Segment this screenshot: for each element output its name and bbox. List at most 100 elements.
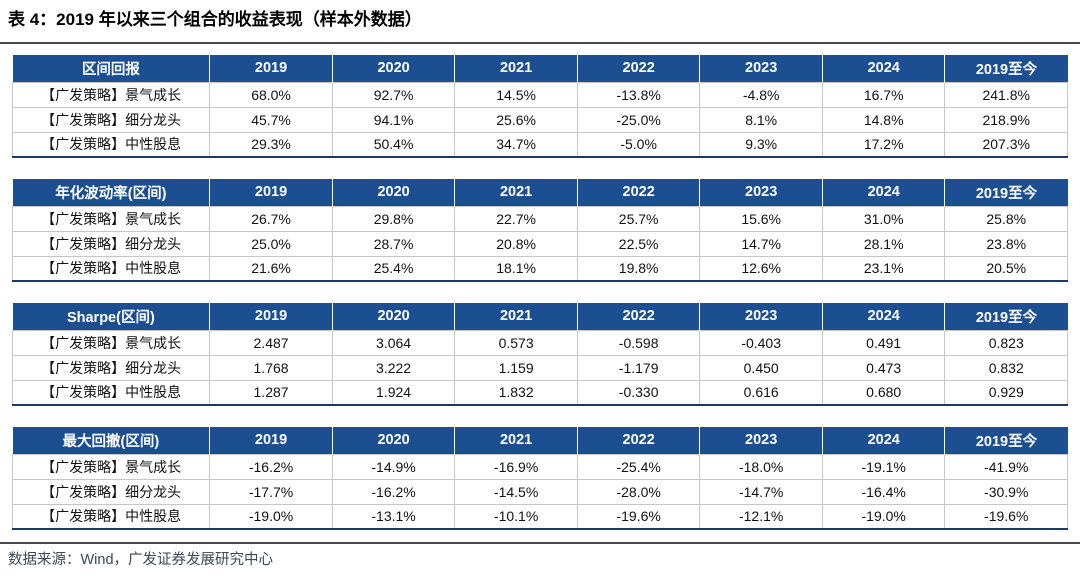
value-cell: 0.573 (454, 329, 578, 356)
year-header-cell: 2019至今 (944, 179, 1068, 206)
value-cell: 14.5% (454, 81, 578, 108)
year-header-cell: 2019至今 (944, 427, 1068, 454)
value-cell: 45.7% (209, 106, 333, 133)
row-label-cell: 【广发策略】景气成长 (11, 329, 211, 356)
value-cell: -25.0% (576, 106, 701, 133)
value-cell: -19.0% (209, 503, 333, 530)
year-header-cell: 2022 (577, 427, 701, 454)
value-cell: 2.487 (209, 329, 333, 356)
value-cell: -16.2% (331, 478, 456, 505)
year-header-cell: 2021 (454, 427, 578, 454)
value-cell: 68.0% (209, 81, 333, 108)
value-cell: 23.8% (944, 230, 1068, 257)
value-cell: 17.2% (821, 131, 946, 158)
row-label-cell: 【广发策略】景气成长 (11, 205, 211, 232)
year-header-cell: 2021 (454, 179, 578, 206)
value-cell: -18.0% (699, 453, 823, 480)
value-cell: 29.8% (331, 205, 456, 232)
year-header-cell: 2023 (699, 55, 823, 82)
value-cell: -19.1% (821, 453, 946, 480)
value-cell: -12.1% (699, 503, 823, 530)
value-cell: 34.7% (454, 131, 578, 158)
value-cell: -14.7% (699, 478, 823, 505)
year-header-cell: 2019 (209, 427, 333, 454)
table-row: 【广发策略】细分龙头 -17.7% -16.2% -14.5% -28.0% -14.7%… (11, 478, 1068, 505)
value-cell: 0.473 (821, 354, 946, 381)
row-label-cell: 【广发策略】细分龙头 (11, 230, 211, 257)
row-label-cell: 【广发策略】景气成长 (11, 81, 211, 108)
value-cell: -0.330 (576, 379, 701, 406)
table-row: 【广发策略】中性股息 29.3% 50.4% 34.7% -5.0% 9.3% 17.2% 2… (11, 131, 1068, 158)
value-cell: 21.6% (209, 255, 333, 282)
source-divider (0, 542, 1080, 544)
data-source-text: 数据来源：Wind，广发证券发展研究中心 (8, 552, 274, 568)
value-cell: 3.222 (331, 354, 456, 381)
value-cell: 3.064 (331, 329, 456, 356)
value-cell: 14.8% (821, 106, 946, 133)
value-cell: 1.832 (454, 379, 578, 406)
year-header-cell: 2023 (699, 303, 823, 330)
value-cell: -14.9% (331, 453, 456, 480)
table-header-row: 最大回撤(区间) 2019 2020 2021 2022 2023 2024 2019至今 (12, 427, 1068, 454)
table-row: 【广发策略】细分龙头 25.0% 28.7% 20.8% 22.5% 14.7% 28.1%… (11, 230, 1068, 257)
value-cell: 22.7% (454, 205, 578, 232)
row-label-cell: 【广发策略】中性股息 (11, 379, 211, 406)
value-cell: -1.179 (576, 354, 701, 381)
table-row: 【广发策略】景气成长 26.7% 29.8% 22.7% 25.7% 15.6% 31.0%… (11, 205, 1068, 232)
metric-table: 年化波动率(区间) 2019 2020 2021 2022 2023 2024 2019至今【… (11, 179, 1068, 282)
value-cell: 23.1% (821, 255, 946, 282)
value-cell: -4.8% (699, 81, 823, 108)
value-cell: 0.832 (944, 354, 1068, 381)
value-cell: -10.1% (454, 503, 578, 530)
row-label-cell: 【广发策略】景气成长 (11, 453, 211, 480)
year-header-cell: 2019 (209, 179, 333, 206)
value-cell: 8.1% (699, 106, 823, 133)
value-cell: -28.0% (576, 478, 701, 505)
table-row: 【广发策略】中性股息 1.287 1.924 1.832 -0.330 0.616 0.68… (11, 379, 1068, 406)
value-cell: 28.1% (821, 230, 946, 257)
table-row: 【广发策略】中性股息 -19.0% -13.1% -10.1% -19.6% -12.1%… (11, 503, 1068, 530)
table-row: 【广发策略】景气成长 2.487 3.064 0.573 -0.598 -0.403 0.4… (11, 329, 1068, 356)
row-label-cell: 【广发策略】细分龙头 (11, 354, 211, 381)
year-header-cell: 2024 (822, 179, 946, 206)
metric-table: 区间回报 2019 2020 2021 2022 2023 2024 2019至今 【广发策略】… (11, 55, 1068, 158)
row-label-cell: 【广发策略】细分龙头 (11, 106, 211, 133)
year-header-cell: 2020 (332, 55, 456, 82)
value-cell: -16.9% (454, 453, 578, 480)
table-header-row: Sharpe(区间) 2019 2020 2021 2022 2023 2024 2019至今 (12, 303, 1068, 330)
value-cell: 1.287 (209, 379, 333, 406)
metric-header-cell: Sharpe(区间) (12, 303, 211, 330)
value-cell: -25.4% (576, 453, 701, 480)
value-cell: -19.0% (821, 503, 946, 530)
value-cell: 25.0% (209, 230, 333, 257)
value-cell: 0.450 (699, 354, 823, 381)
year-header-cell: 2022 (577, 179, 701, 206)
year-header-cell: 2022 (577, 55, 701, 82)
value-cell: 19.8% (576, 255, 701, 282)
year-header-cell: 2022 (577, 303, 701, 330)
value-cell: -14.5% (454, 478, 578, 505)
year-header-cell: 2020 (332, 427, 456, 454)
year-header-cell: 2021 (454, 303, 578, 330)
value-cell: 14.7% (699, 230, 823, 257)
value-cell: 1.924 (331, 379, 456, 406)
year-header-cell: 2019至今 (944, 303, 1068, 330)
row-label-cell: 【广发策略】中性股息 (11, 131, 211, 158)
value-cell: 29.3% (209, 131, 333, 158)
year-header-cell: 2023 (699, 179, 823, 206)
value-cell: 0.680 (821, 379, 946, 406)
table-row: 【广发策略】细分龙头 45.7% 94.1% 25.6% -25.0% 8.1% 14.8%… (11, 106, 1068, 133)
value-cell: 20.5% (944, 255, 1068, 282)
year-header-cell: 2024 (822, 427, 946, 454)
value-cell: 18.1% (454, 255, 578, 282)
metric-header-cell: 最大回撤(区间) (12, 427, 211, 454)
tables-container: 区间回报 2019 2020 2021 2022 2023 2024 2019至今 【广发策略】… (11, 55, 1068, 530)
value-cell: 0.491 (821, 329, 946, 356)
year-header-cell: 2019至今 (944, 55, 1068, 82)
value-cell: -17.7% (209, 478, 333, 505)
value-cell: 0.929 (944, 379, 1068, 406)
value-cell: -16.2% (209, 453, 333, 480)
value-cell: 1.159 (454, 354, 578, 381)
row-label-cell: 【广发策略】中性股息 (11, 255, 211, 282)
value-cell: 31.0% (821, 205, 946, 232)
